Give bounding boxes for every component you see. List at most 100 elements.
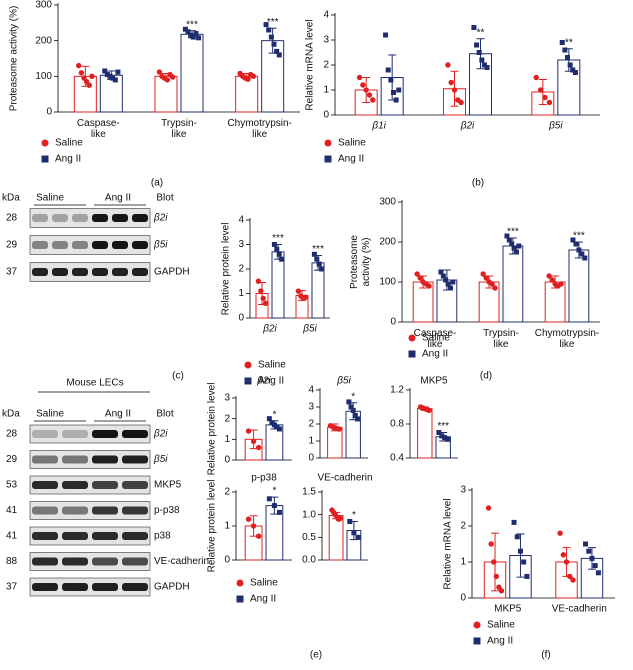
protein-label: MKP5	[154, 480, 182, 491]
chart-title: β2i	[256, 376, 271, 387]
y-tick-label: 2	[238, 264, 244, 275]
data-point	[493, 573, 500, 580]
significance: *	[272, 409, 276, 420]
y-tick-label: 0	[224, 455, 230, 466]
panel-label: (a)	[151, 178, 163, 189]
x-tick-label: β5i	[548, 121, 563, 132]
data-point	[355, 416, 361, 422]
data-point	[480, 271, 486, 277]
data-point	[266, 416, 272, 422]
data-point	[393, 97, 399, 103]
y-tick-label: 3	[460, 485, 466, 496]
band	[62, 532, 88, 540]
data-point	[450, 279, 456, 285]
band	[112, 214, 128, 222]
kda-value: 41	[6, 531, 18, 542]
data-point	[156, 69, 163, 75]
band	[32, 557, 58, 566]
band	[92, 430, 118, 438]
y-axis-label: Proteasome activity (%)	[9, 6, 20, 112]
data-point	[266, 27, 272, 33]
data-point	[250, 73, 256, 80]
data-point	[352, 413, 358, 418]
band	[122, 506, 148, 515]
band	[62, 455, 88, 464]
data-point	[517, 548, 523, 554]
data-point	[562, 47, 568, 53]
chart: 0 1 2 3 4 β5i*	[308, 376, 368, 464]
band	[62, 557, 88, 566]
bar	[328, 515, 344, 561]
blot-strip	[29, 235, 151, 255]
legend-marker	[236, 579, 244, 587]
data-point	[592, 563, 598, 569]
chart: 0 1 2 3 4 Relative mRNA level β1i β2i ** β5i ** Sal…	[305, 10, 600, 189]
data-point	[558, 281, 564, 287]
data-point	[542, 94, 548, 101]
band	[122, 430, 148, 438]
legend-label: Ang II	[487, 636, 513, 647]
data-point	[570, 67, 576, 73]
data-point	[440, 273, 446, 279]
data-point	[516, 243, 522, 249]
kda-value: 37	[6, 267, 18, 278]
data-point	[255, 533, 262, 539]
band	[32, 455, 58, 464]
band	[92, 241, 108, 249]
chart: 0 100 200 300 Proteasomeactivity (%) Caspase-…	[349, 197, 600, 382]
legend-marker	[41, 139, 49, 147]
band	[92, 557, 118, 566]
significance: ***	[437, 421, 449, 432]
x-tick-label: MKP5	[494, 604, 522, 615]
data-point	[262, 300, 269, 306]
data-point	[471, 25, 477, 30]
data-point	[583, 541, 589, 547]
data-point	[488, 541, 494, 547]
data-point	[266, 496, 272, 502]
protein-label: GAPDH	[154, 267, 190, 278]
band	[62, 583, 88, 591]
band	[62, 430, 88, 438]
y-tick-label: 1.2	[390, 385, 404, 396]
significance: ***	[573, 231, 585, 242]
data-point	[388, 77, 394, 83]
y-tick-label: 100	[379, 277, 396, 288]
band	[72, 214, 88, 222]
band	[132, 214, 148, 222]
legend-marker	[473, 637, 481, 645]
data-point	[557, 530, 563, 536]
x-tick-label: Chymotrypsin-like	[535, 328, 599, 350]
panel-label: (e)	[310, 650, 322, 661]
data-point	[498, 588, 505, 594]
data-point	[586, 548, 592, 554]
data-point	[319, 266, 325, 272]
data-point	[196, 35, 202, 41]
blot-strip	[29, 577, 151, 597]
data-point	[355, 534, 361, 540]
x-tick-label: Trypsin-like	[483, 328, 519, 350]
data-point	[489, 281, 495, 287]
data-point	[102, 68, 108, 74]
x-tick-label: β2i	[460, 121, 475, 132]
data-point	[445, 62, 451, 68]
legend-marker	[408, 350, 416, 358]
data-point	[560, 552, 567, 558]
band	[112, 268, 128, 276]
kda-header: kDa	[2, 409, 20, 420]
data-point	[360, 82, 366, 88]
y-tick-label: 2	[323, 60, 329, 71]
legend-label: Saline	[250, 578, 278, 589]
blot-strip	[29, 526, 151, 546]
legend-marker	[324, 155, 332, 163]
y-tick-label: 300	[35, 0, 52, 11]
kda-value: 53	[6, 480, 18, 491]
data-point	[89, 73, 95, 80]
panel-label: (b)	[472, 178, 484, 189]
protein-label: β2i	[153, 213, 168, 224]
chart-title: p-p38	[251, 473, 277, 484]
chart: 0 1 2 3 4 Relative protein level β2i *** β5i *** S…	[172, 215, 330, 387]
blot-strip	[29, 552, 151, 571]
data-point	[589, 555, 595, 561]
y-tick-label: 2	[460, 521, 466, 532]
